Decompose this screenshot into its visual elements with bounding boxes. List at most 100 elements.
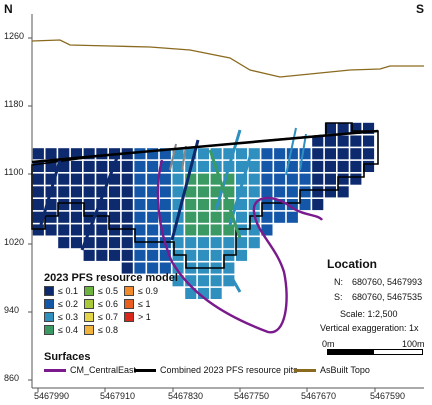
resource-block (286, 148, 298, 160)
resource-block (261, 173, 273, 185)
resource-block (172, 224, 184, 236)
resource-block (185, 287, 197, 299)
resource-block (197, 275, 209, 287)
surface-label: AsBuilt Topo (320, 365, 370, 375)
resource-block (83, 237, 95, 249)
resource-block (121, 173, 133, 185)
resource-block (172, 148, 184, 160)
resource-block (147, 211, 159, 223)
location-s-label: S: (334, 292, 343, 302)
legend-item: ≤ 0.5 (84, 286, 118, 296)
resource-block (248, 148, 260, 160)
resource-block (147, 199, 159, 211)
y-tick-label: 1180 (4, 99, 24, 109)
resource-block (210, 148, 222, 160)
resource-block (83, 160, 95, 172)
resource-block (45, 224, 57, 236)
resource-block (210, 186, 222, 198)
scale-text: Scale: 1:2,500 (340, 309, 398, 319)
resource-block (197, 249, 209, 261)
resource-block (286, 211, 298, 223)
resource-block (286, 160, 298, 172)
resource-block (83, 199, 95, 211)
legend-label: ≤ 0.6 (98, 299, 118, 309)
legend-swatch (124, 312, 134, 322)
resource-block (58, 224, 70, 236)
resource-block (261, 224, 273, 236)
resource-block (96, 148, 108, 160)
resource-block (58, 160, 70, 172)
surface-line-swatch (294, 368, 316, 372)
resource-block (121, 186, 133, 198)
legend-item: ≤ 0.2 (44, 299, 78, 309)
scalebar-end-label: 100m (402, 339, 425, 349)
resource-block (248, 173, 260, 185)
x-tick-label: 5467830 (168, 391, 204, 401)
resource-block (32, 186, 44, 198)
resource-block (197, 237, 209, 249)
resource-block (236, 237, 248, 249)
resource-block (324, 160, 336, 172)
resource-block (299, 199, 311, 211)
resource-block (185, 224, 197, 236)
south-label: S (416, 2, 425, 16)
surface-legend-item: AsBuilt Topo (294, 365, 370, 375)
resource-block (70, 224, 82, 236)
legend-swatch (124, 299, 134, 309)
resource-block (96, 224, 108, 236)
drillholes (38, 127, 307, 293)
resource-block (210, 237, 222, 249)
resource-block (248, 186, 260, 198)
resource-block (96, 199, 108, 211)
resource-block (45, 160, 57, 172)
resource-block (197, 224, 209, 236)
legend-label: ≤ 0.4 (58, 325, 78, 335)
resource-block (312, 160, 324, 172)
resource-block (236, 186, 248, 198)
resource-block (96, 186, 108, 198)
resource-block (286, 173, 298, 185)
resource-block (248, 224, 260, 236)
resource-block (261, 160, 273, 172)
resource-block (223, 224, 235, 236)
resource-block (45, 173, 57, 185)
resource-block (248, 237, 260, 249)
surface-legend-item: Combined 2023 PFS resource pits (134, 365, 298, 375)
resource-block (337, 122, 349, 134)
resource-block (261, 211, 273, 223)
resource-block (337, 173, 349, 185)
resource-block (210, 275, 222, 287)
resource-block (159, 211, 171, 223)
resource-block (299, 173, 311, 185)
scale-bar-fill (328, 350, 374, 354)
surfaces-title: Surfaces (44, 351, 91, 363)
resource-block (109, 173, 121, 185)
legend-item: ≤ 0.6 (84, 299, 118, 309)
resource-block (172, 199, 184, 211)
resource-block (223, 237, 235, 249)
resource-block (324, 173, 336, 185)
resource-block (172, 160, 184, 172)
resource-blocks (32, 122, 375, 299)
y-tick-label: 1020 (4, 237, 25, 247)
resource-block (159, 224, 171, 236)
legend-swatch (44, 299, 54, 309)
resource-block (324, 148, 336, 160)
resource-block (299, 186, 311, 198)
legend-label: ≤ 0.3 (58, 312, 78, 322)
resource-block (261, 148, 273, 160)
resource-block (363, 160, 375, 172)
resource-block (96, 237, 108, 249)
resource-block (363, 148, 375, 160)
legend-title: 2023 PFS resource model (44, 272, 178, 284)
resource-block (109, 186, 121, 198)
scalebar-start-label: 0m (322, 339, 335, 349)
resource-block (363, 135, 375, 147)
resource-block (58, 173, 70, 185)
resource-block (223, 186, 235, 198)
legend-swatch (84, 312, 94, 322)
resource-block (236, 211, 248, 223)
resource-block (185, 249, 197, 261)
x-tick-label: 5467750 (234, 391, 270, 401)
resource-block (109, 199, 121, 211)
